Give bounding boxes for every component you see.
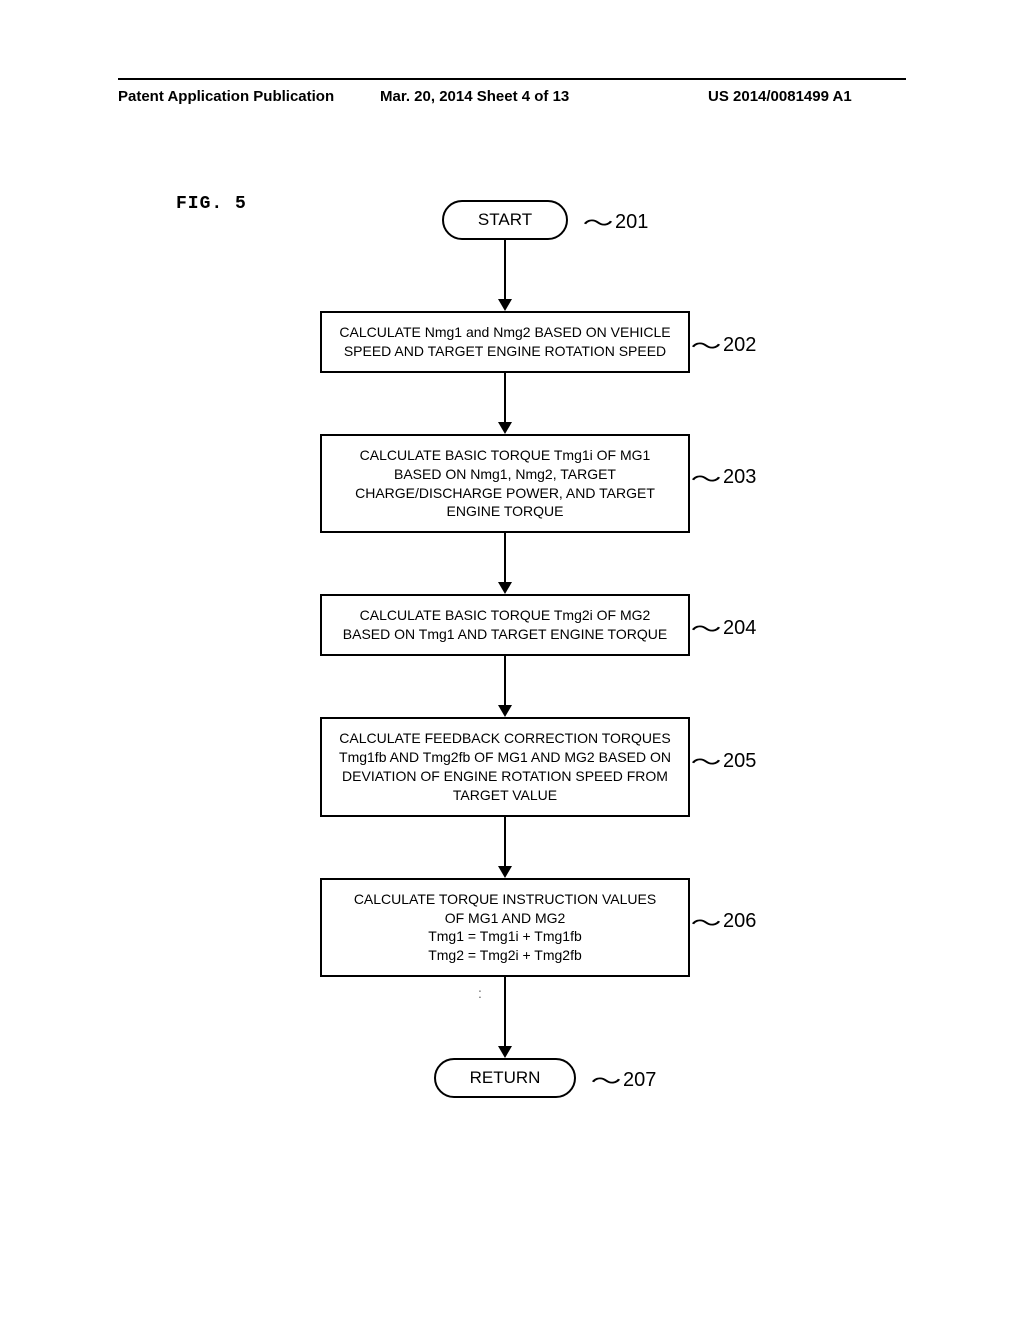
ref-206-num: 206 xyxy=(723,910,756,933)
node-202-row: CALCULATE Nmg1 and Nmg2 BASED ON VEHICLE… xyxy=(235,311,775,373)
ref-201-num: 201 xyxy=(615,211,648,234)
header-mid: Mar. 20, 2014 Sheet 4 of 13 xyxy=(380,88,569,105)
node-206-row: CALCULATE TORQUE INSTRUCTION VALUES OF M… xyxy=(235,878,775,978)
leader-icon: 〜 xyxy=(691,906,722,938)
arrow-3 xyxy=(498,533,512,594)
start-terminator: START xyxy=(442,200,568,240)
arrow-6: : xyxy=(498,977,512,1058)
node-205-row: CALCULATE FEEDBACK CORRECTION TORQUES Tm… xyxy=(235,717,775,817)
arrow-5 xyxy=(498,817,512,878)
return-terminator: RETURN xyxy=(434,1058,577,1098)
ref-201: 〜201 xyxy=(587,206,648,238)
ref-207: 〜207 xyxy=(595,1064,656,1096)
arrow-2 xyxy=(498,373,512,434)
step-206: CALCULATE TORQUE INSTRUCTION VALUES OF M… xyxy=(320,878,690,978)
step-204: CALCULATE BASIC TORQUE Tmg2i OF MG2 BASE… xyxy=(320,594,690,656)
leader-icon: 〜 xyxy=(691,329,722,361)
ref-204-num: 204 xyxy=(723,617,756,640)
ref-202: 〜202 xyxy=(695,329,756,361)
ref-205-num: 205 xyxy=(723,750,756,773)
ref-207-num: 207 xyxy=(623,1069,656,1092)
step-205: CALCULATE FEEDBACK CORRECTION TORQUES Tm… xyxy=(320,717,690,817)
node-start-row: START 〜201 xyxy=(235,200,775,240)
step-203: CALCULATE BASIC TORQUE Tmg1i OF MG1 BASE… xyxy=(320,434,690,534)
step-206-l3: Tmg1 = Tmg1i + Tmg1fb xyxy=(336,927,674,946)
leader-icon: 〜 xyxy=(691,745,722,777)
ref-202-num: 202 xyxy=(723,334,756,357)
node-204-row: CALCULATE BASIC TORQUE Tmg2i OF MG2 BASE… xyxy=(235,594,775,656)
header-rule xyxy=(118,78,906,80)
flowchart: START 〜201 CALCULATE Nmg1 and Nmg2 BASED… xyxy=(235,200,775,1098)
leader-icon: 〜 xyxy=(583,206,614,238)
ref-203-num: 203 xyxy=(723,466,756,489)
node-return-row: RETURN 〜207 xyxy=(235,1058,775,1098)
step-202: CALCULATE Nmg1 and Nmg2 BASED ON VEHICLE… xyxy=(320,311,690,373)
header-left: Patent Application Publication xyxy=(118,88,334,105)
node-203-row: CALCULATE BASIC TORQUE Tmg1i OF MG1 BASE… xyxy=(235,434,775,534)
header-right: US 2014/0081499 A1 xyxy=(708,88,852,105)
arrow-1 xyxy=(498,240,512,311)
stray-mark: : xyxy=(478,985,482,1001)
ref-205: 〜205 xyxy=(695,745,756,777)
step-206-l1: CALCULATE TORQUE INSTRUCTION VALUES xyxy=(336,890,674,909)
ref-204: 〜204 xyxy=(695,612,756,644)
ref-206: 〜206 xyxy=(695,906,756,938)
page: Patent Application Publication Mar. 20, … xyxy=(0,0,1024,1320)
step-206-l4: Tmg2 = Tmg2i + Tmg2fb xyxy=(336,946,674,965)
step-206-l2: OF MG1 AND MG2 xyxy=(336,909,674,928)
leader-icon: 〜 xyxy=(691,612,722,644)
ref-203: 〜203 xyxy=(695,462,756,494)
leader-icon: 〜 xyxy=(691,462,722,494)
leader-icon: 〜 xyxy=(591,1064,622,1096)
arrow-4 xyxy=(498,656,512,717)
